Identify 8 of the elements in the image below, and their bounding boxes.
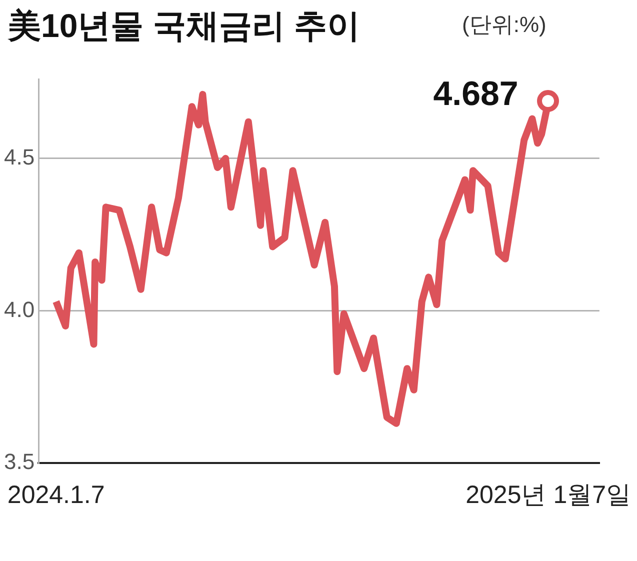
chart-title: 美10년물 국채금리 추이 xyxy=(8,6,360,46)
x-tick-label: 2024.1.7 xyxy=(7,480,105,509)
y-tick-label: 4.0 xyxy=(4,296,35,322)
y-tick-label: 3.5 xyxy=(4,449,35,474)
x-tick-label: 2025년 1월7일 xyxy=(466,480,632,509)
data-label: 4.687 xyxy=(433,74,518,113)
y-tick-label: 4.5 xyxy=(4,144,35,170)
chart-subtitle: (단위:%) xyxy=(462,11,546,39)
